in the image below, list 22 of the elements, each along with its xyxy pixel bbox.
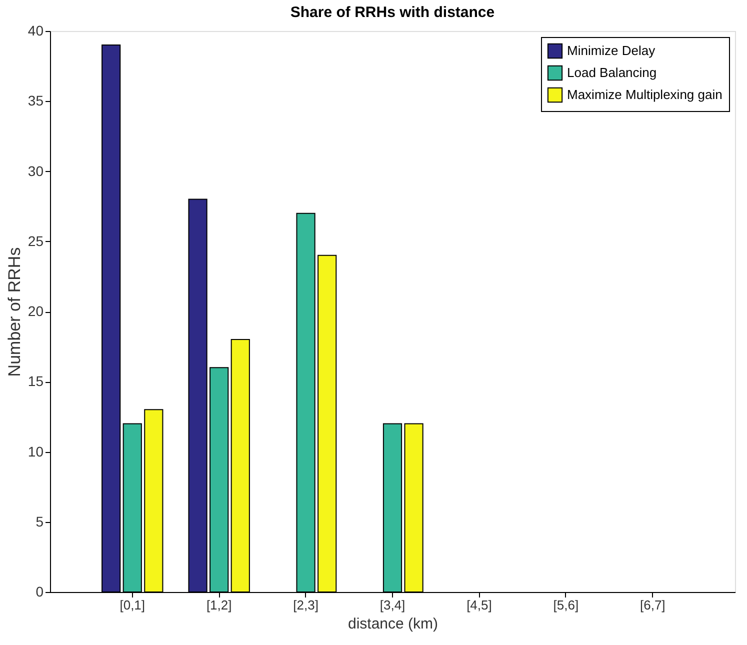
y-tick-label: 40 (28, 22, 44, 38)
y-axis-title: Number of RRHs (4, 247, 24, 377)
x-tick-label: [4,5] (466, 598, 492, 612)
y-tick-label: 15 (28, 373, 44, 390)
legend-label: Minimize Delay (567, 43, 656, 58)
y-tick-label: 10 (28, 443, 44, 460)
y-tick-label: 5 (36, 513, 44, 530)
x-tick-label: [0,1] (120, 598, 146, 612)
x-tick-label: [2,3] (293, 598, 318, 612)
chart-title: Share of RRHs with distance (290, 4, 495, 21)
x-tick-label: [1,2] (206, 598, 232, 612)
y-tick-label: 30 (28, 162, 44, 179)
y-tick-label: 35 (28, 92, 44, 109)
y-tick-label: 25 (28, 232, 44, 249)
x-tick-label: [6,7] (640, 598, 666, 612)
legend-label: Load Balancing (567, 65, 657, 80)
legend-label: Maximize Multiplexing gain (567, 87, 722, 102)
x-tick-label: [5,6] (553, 598, 579, 612)
x-axis-title: distance (km) (348, 616, 438, 632)
y-tick-label: 20 (28, 303, 44, 319)
x-tick-label: [3,4] (380, 598, 406, 612)
y-tick-label: 0 (36, 584, 44, 600)
